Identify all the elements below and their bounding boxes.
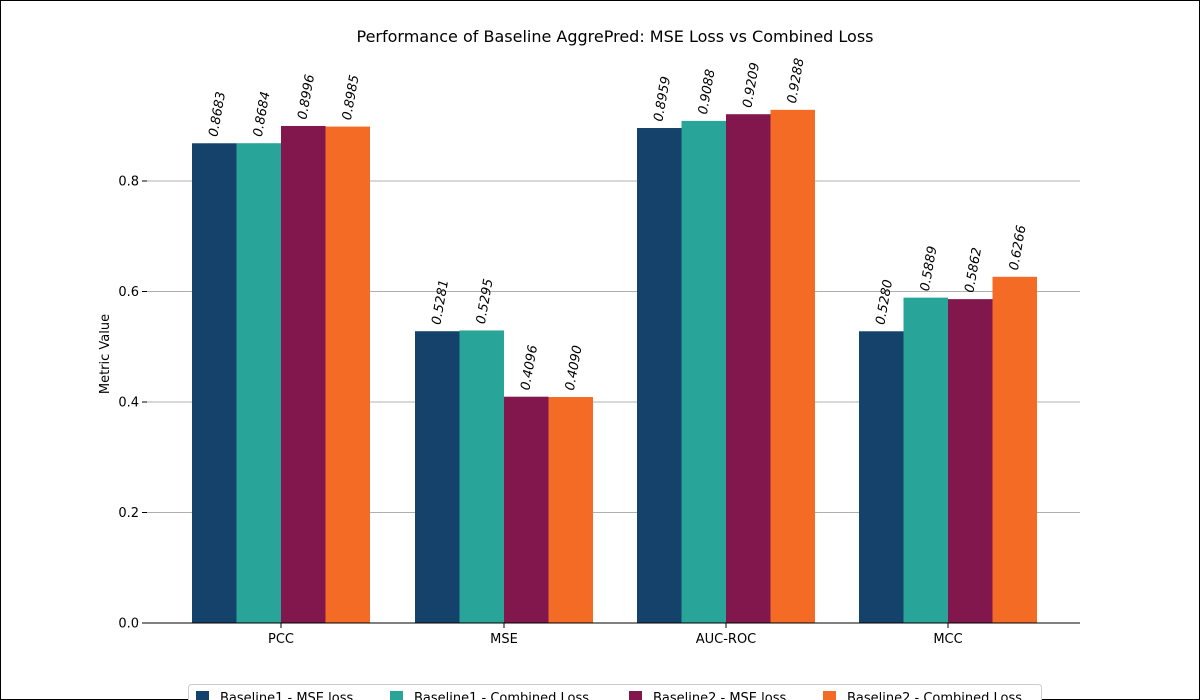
legend-label: Baseline2 - MSE loss: [653, 691, 786, 700]
value-label: 0.4090: [563, 344, 586, 391]
value-label: 0.5862: [962, 246, 985, 293]
value-label: 0.5889: [918, 245, 941, 292]
bar: [548, 397, 593, 623]
bar: [903, 297, 948, 623]
y-tick-label: 0.8: [118, 175, 139, 190]
legend: Baseline1 - MSE loss Baseline1 - Combined…: [188, 684, 1042, 700]
x-tick-label: AUC-ROC: [696, 632, 757, 647]
legend-label: Baseline2 - Combined Loss: [847, 691, 1022, 700]
bar: [770, 109, 815, 623]
bars: [192, 109, 1037, 624]
value-label: 0.8996: [295, 73, 318, 120]
bar: [859, 331, 904, 623]
bar: [992, 276, 1037, 623]
value-label: 0.5295: [474, 278, 497, 325]
value-labels: 0.8683 0.5281 0.8959 0.5280 0.8684 0.5295 0.90…: [206, 57, 1029, 392]
bar: [726, 114, 771, 623]
x-tick-label: PCC: [268, 632, 294, 647]
bar: [948, 299, 993, 623]
legend-swatch: [629, 691, 642, 700]
bar: [504, 396, 549, 623]
value-label: 0.9088: [696, 68, 719, 115]
x-tick-label: MSE: [490, 632, 518, 647]
value-label: 0.8683: [206, 91, 229, 138]
axes: 0.0 0.2 0.4 0.6 0.8 PCC MSE AUC-ROC MCC: [118, 175, 1080, 647]
value-label: 0.4096: [518, 344, 541, 391]
value-label: 0.8684: [251, 90, 274, 137]
bar: [192, 143, 237, 623]
bar: [281, 125, 326, 623]
bar: [415, 331, 460, 623]
bar: [681, 120, 726, 623]
chart-title: Performance of Baseline AggrePred: MSE L…: [357, 27, 874, 46]
legend-label: Baseline1 - Combined Loss: [414, 691, 589, 700]
bar: [637, 128, 682, 623]
value-label: 0.8959: [651, 75, 674, 122]
legend-label: Baseline1 - MSE loss: [220, 691, 353, 700]
value-label: 0.8985: [340, 74, 363, 121]
value-label: 0.9209: [740, 61, 763, 108]
bar: [325, 126, 370, 624]
y-tick-label: 0.4: [118, 396, 139, 411]
y-tick-label: 0.6: [118, 285, 139, 300]
x-tick-label: MCC: [933, 632, 962, 647]
value-label: 0.6266: [1007, 224, 1030, 271]
bar: [236, 143, 281, 624]
bar: [459, 330, 504, 623]
value-label: 0.5280: [873, 279, 896, 326]
legend-swatch: [196, 691, 209, 700]
legend-swatch: [823, 691, 836, 700]
legend-swatch: [390, 691, 403, 700]
value-label: 0.9288: [785, 57, 808, 104]
y-axis-label: Metric Value: [98, 314, 113, 394]
value-label: 0.5281: [429, 279, 452, 326]
y-tick-label: 0.2: [118, 506, 139, 521]
y-tick-label: 0.0: [118, 617, 139, 632]
